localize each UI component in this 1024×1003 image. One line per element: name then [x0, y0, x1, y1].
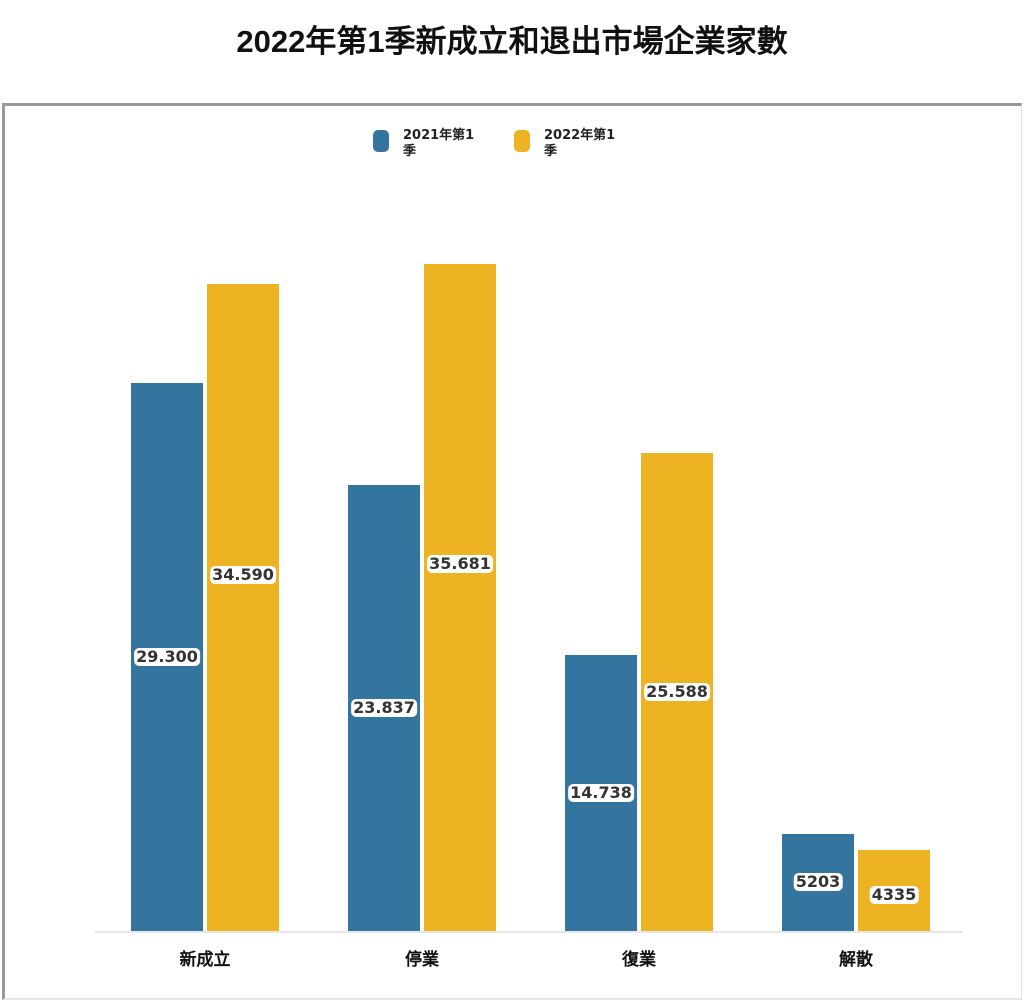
- legend-swatch-2021: [373, 130, 389, 152]
- bar-2022-1[interactable]: 35.681: [424, 264, 496, 931]
- bar-2022-2[interactable]: 25.588: [641, 453, 713, 931]
- legend-item-2022[interactable]: 2022年第1季: [514, 128, 629, 160]
- bar-2022-0[interactable]: 34.590: [207, 284, 279, 931]
- x-axis-label: 新成立: [179, 950, 231, 970]
- chart-title: 2022年第1季新成立和退出市場企業家數: [236, 24, 788, 59]
- legend-label-2021: 2021年第1季: [403, 128, 475, 159]
- bar-value-label: 25.588: [644, 682, 710, 701]
- bar-2022-3[interactable]: 4335: [858, 850, 930, 931]
- bar-value-label: 35.681: [427, 554, 493, 573]
- x-axis-label: 停業: [405, 950, 439, 970]
- legend: 2021年第1季 2022年第1季: [373, 128, 629, 160]
- x-axis-line: [95, 931, 963, 933]
- bar-value-label: 5203: [793, 872, 843, 891]
- bar-value-label: 4335: [869, 885, 919, 904]
- chart-frame: [2, 103, 1022, 1000]
- bar-2021-0[interactable]: 29.300: [131, 383, 203, 931]
- bar-2021-3[interactable]: 5203: [782, 834, 854, 931]
- legend-item-2021[interactable]: 2021年第1季: [373, 128, 488, 160]
- legend-label-2022: 2022年第1季: [544, 128, 616, 159]
- x-axis-label: 解散: [839, 950, 873, 970]
- bar-2021-1[interactable]: 23.837: [348, 485, 420, 931]
- bar-value-label: 29.300: [134, 647, 200, 666]
- bar-value-label: 14.738: [568, 783, 634, 802]
- legend-swatch-2022: [514, 130, 530, 152]
- x-axis-label: 復業: [622, 950, 656, 970]
- bar-value-label: 23.837: [351, 698, 417, 717]
- bar-value-label: 34.590: [210, 565, 276, 584]
- bar-2021-2[interactable]: 14.738: [565, 655, 637, 931]
